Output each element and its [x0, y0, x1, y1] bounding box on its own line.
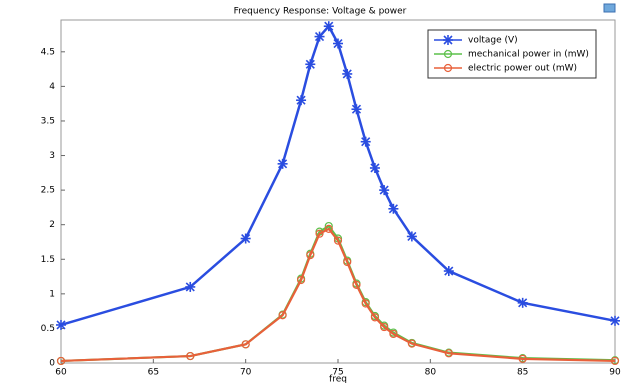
marker: [324, 224, 333, 233]
y-tick-label: 1: [49, 289, 55, 299]
x-tick-label: 90: [609, 368, 621, 378]
marker: [444, 349, 453, 358]
marker: [610, 356, 620, 366]
marker: [333, 236, 343, 245]
legend-label: mechanical power in (mW): [468, 50, 589, 60]
marker: [389, 329, 398, 339]
marker: [333, 38, 343, 49]
marker: [186, 351, 195, 361]
marker: [443, 266, 454, 277]
x-axis-label: freq: [329, 375, 347, 383]
marker: [388, 203, 399, 214]
marker-stroke: [333, 38, 343, 49]
marker-stroke: [388, 204, 398, 214]
marker: [443, 63, 453, 73]
marker-stroke: [342, 69, 352, 79]
x-tick-label: 60: [55, 368, 67, 378]
x-tick-label: 80: [425, 368, 437, 378]
y-tick-label: 0.5: [41, 324, 55, 334]
y-tick-label: 3.5: [41, 116, 55, 126]
marker: [305, 59, 316, 70]
marker-stroke: [443, 35, 453, 45]
marker-stroke: [610, 316, 620, 326]
marker: [56, 319, 66, 330]
x-tick-label: 85: [517, 368, 528, 378]
y-tick-label: 4: [49, 82, 55, 92]
marker: [351, 104, 362, 115]
chart-title: Frequency Response: Voltage & power: [234, 7, 407, 17]
marker-stroke: [444, 266, 454, 276]
y-tick-label: 0: [49, 359, 55, 369]
window-icon[interactable]: [603, 3, 616, 13]
marker-stroke: [351, 104, 362, 114]
marker: [443, 35, 453, 45]
marker: [443, 49, 453, 59]
x-tick-label: 75: [332, 368, 343, 378]
marker: [278, 311, 287, 320]
marker: [306, 251, 315, 260]
series-line: [60, 227, 616, 363]
marker-stroke: [407, 231, 417, 242]
marker: [314, 31, 325, 42]
marker-stroke: [361, 137, 371, 147]
marker-stroke: [185, 282, 195, 292]
marker: [406, 231, 417, 242]
marker: [241, 340, 250, 349]
marker-stroke: [370, 163, 380, 173]
marker: [185, 281, 196, 292]
marker: [296, 275, 306, 285]
legend-label: voltage (V): [468, 36, 518, 46]
marker: [379, 185, 390, 196]
y-tick-label: 1.5: [41, 255, 55, 265]
y-tick-label: 2: [49, 220, 55, 230]
marker: [323, 21, 334, 32]
marker: [610, 315, 620, 326]
marker-stroke: [305, 59, 315, 69]
marker-stroke: [278, 159, 288, 169]
marker: [56, 356, 66, 366]
marker: [352, 280, 361, 289]
y-tick-label: 4.5: [41, 47, 55, 57]
marker: [296, 95, 307, 106]
marker: [517, 297, 528, 308]
marker: [277, 158, 288, 169]
marker: [407, 339, 416, 348]
marker: [342, 68, 353, 79]
marker: [240, 233, 251, 244]
legend: voltage (V) mechanical power in (mW) elect…: [427, 29, 597, 79]
legend-label: electric power out (mW): [468, 64, 577, 74]
marker: [343, 257, 352, 267]
marker-stroke: [56, 320, 66, 330]
y-tick-label: 3: [49, 151, 55, 161]
marker: [518, 354, 527, 363]
marker: [380, 322, 389, 332]
y-tick-label: 2.5: [41, 186, 55, 196]
x-tick-label: 70: [240, 368, 252, 378]
marker: [315, 229, 324, 238]
marker: [360, 136, 371, 147]
marker: [370, 313, 380, 322]
marker-stroke: [324, 21, 334, 31]
marker-stroke: [296, 95, 306, 105]
marker: [369, 162, 380, 173]
marker-stroke: [241, 233, 251, 244]
marker-stroke: [379, 185, 389, 195]
marker: [361, 299, 370, 308]
marker-stroke: [518, 298, 528, 308]
marker-stroke: [314, 32, 325, 42]
x-tick-label: 65: [148, 368, 159, 378]
